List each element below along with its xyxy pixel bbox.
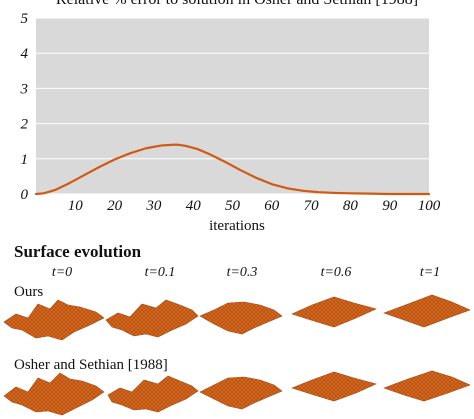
- x-tick-label-70: 70: [304, 198, 320, 214]
- x-tick-label-90: 90: [382, 198, 398, 214]
- y-tick-label-3: 3: [20, 81, 29, 97]
- x-tick-label-30: 30: [145, 198, 162, 214]
- surface-osher-t06: [291, 371, 377, 402]
- x-tick-label-100: 100: [418, 198, 441, 214]
- surface-osher-t1: [383, 370, 471, 402]
- y-tick-label-5: 5: [21, 11, 29, 27]
- time-label-t01: t=0.1: [145, 265, 176, 280]
- time-label-t0: t=0: [52, 265, 72, 280]
- x-tick-label-50: 50: [225, 198, 241, 214]
- series-line-0: [34, 143, 431, 196]
- time-label-t06: t=0.6: [321, 265, 352, 280]
- y-tick-label-1: 1: [21, 152, 29, 168]
- time-label-t1: t=1: [420, 265, 440, 280]
- surface-heading: Surface evolution: [14, 242, 142, 261]
- y-tick-label-4: 4: [21, 46, 29, 62]
- surface-ours-t01: [105, 299, 199, 338]
- row-label-osher-sethian: Osher and Sethian [1988]: [14, 357, 168, 373]
- surface-osher-t01: [107, 375, 199, 413]
- chart-title: Relative % error to solution in Osher an…: [56, 0, 418, 8]
- plot-background: [36, 18, 429, 194]
- x-axis-label: iterations: [209, 218, 265, 234]
- x-axis-ticks: 10 20 30 40 50 60 70 80 90 100: [68, 198, 441, 214]
- row-label-ours: Ours: [14, 284, 43, 300]
- y-tick-label-2: 2: [21, 117, 29, 133]
- surface-ours-t06: [291, 296, 377, 328]
- series-layer: [34, 143, 431, 196]
- plot-area: 0 1 2 3 4 5 10 20 30 40 50 60 70 80 90 100: [20, 11, 441, 214]
- x-tick-label-10: 10: [68, 198, 84, 214]
- x-tick-label-80: 80: [343, 198, 359, 214]
- x-tick-label-20: 20: [107, 198, 123, 214]
- x-tick-label-60: 60: [264, 198, 280, 214]
- surface-ours-t0: [3, 299, 105, 341]
- time-label-t03: t=0.3: [227, 265, 258, 280]
- x-tick-label-40: 40: [186, 198, 202, 214]
- y-axis-ticks: 0 1 2 3 4 5: [20, 11, 29, 203]
- y-tick-label-0: 0: [21, 187, 29, 203]
- surface-osher-t0: [3, 372, 105, 416]
- surface-ours-t1: [383, 294, 471, 328]
- surface-ours-t03: [199, 301, 283, 335]
- surface-osher-t03: [199, 376, 283, 410]
